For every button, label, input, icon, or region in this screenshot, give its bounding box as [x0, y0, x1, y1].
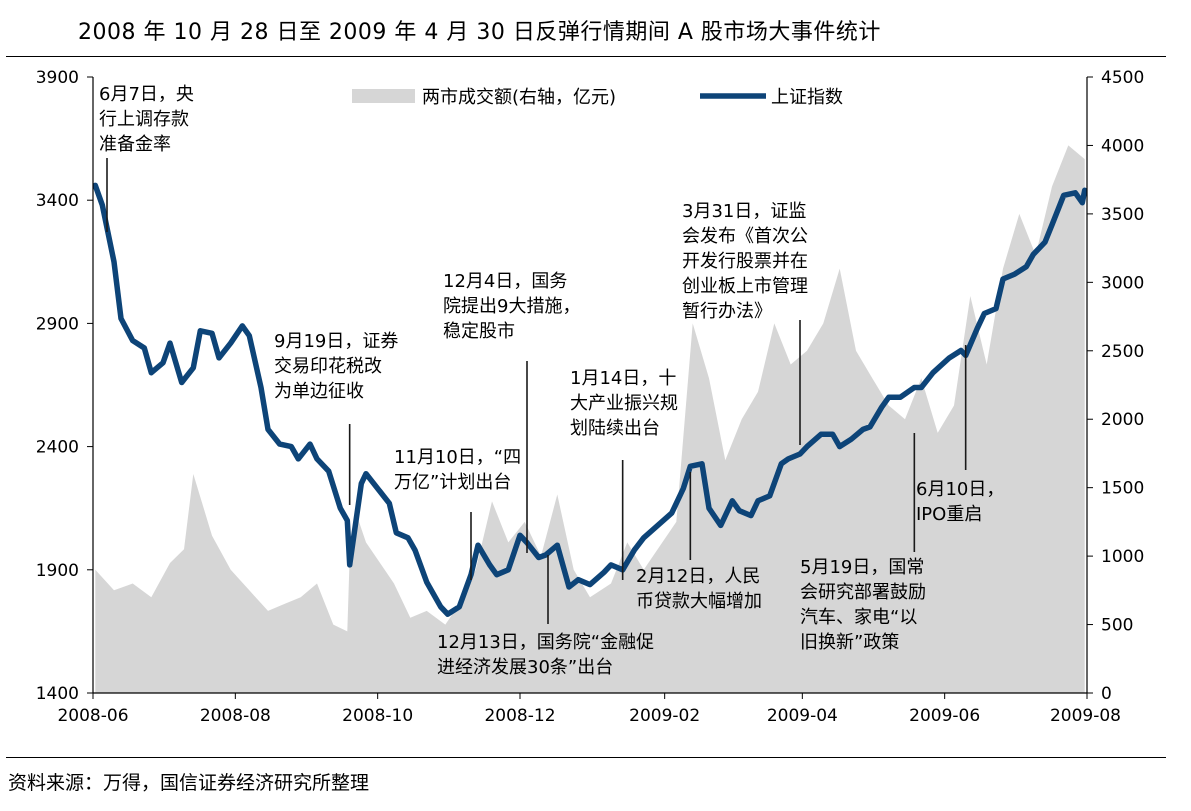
title-divider [6, 56, 1166, 57]
y-left-tick-label: 2400 [36, 438, 79, 458]
y-right-tick-label: 1500 [1101, 479, 1144, 499]
annotation-text: 稳定股市 [443, 321, 515, 342]
x-tick-label: 2008-08 [200, 706, 271, 726]
volume-area [95, 145, 1085, 693]
y-left-tick-label: 1400 [36, 684, 79, 704]
annotation-text: 划陆续出台 [570, 418, 660, 439]
y-right-tick-label: 4000 [1101, 136, 1144, 156]
annotation-text: 会发布《首次公 [682, 226, 808, 247]
annotation-text: 12月13日，国务院“金融促 [437, 632, 654, 653]
annotation-text: 2月12日，人民 [636, 566, 760, 587]
annotation-text: IPO重启 [916, 504, 982, 525]
annotation-text: 1月14日，十 [570, 368, 676, 389]
y-left-tick-label: 3400 [36, 191, 79, 211]
annotation-text: 准备金率 [99, 134, 171, 155]
y-right-tick-label: 3500 [1101, 205, 1144, 225]
annotation-text: 5月19日，国常 [800, 557, 924, 578]
source-note: 资料来源：万得，国信证券经济研究所整理 [8, 772, 370, 794]
legend-swatch-volume [352, 89, 415, 103]
annotation-text: 12月4日，国务 [443, 271, 567, 292]
annotation-text: 行上调存款 [99, 109, 189, 130]
index-line [92, 182, 1088, 617]
source-divider [6, 757, 1166, 758]
x-tick-label: 2009-04 [767, 706, 838, 726]
annotation-text: 创业板上市管理 [682, 276, 808, 297]
annotation-text: 万亿”计划出台 [394, 472, 511, 493]
annotation-text: 进经济发展30条”出台 [437, 657, 613, 678]
annotation: 11月10日，“四万亿”计划出台 [394, 447, 521, 580]
annotation-text: 大产业振兴规 [570, 393, 678, 414]
annotation-text: 3月31日，证监 [682, 201, 806, 222]
y-right-tick-label: 4500 [1101, 68, 1144, 88]
annotation: 6月10日， IPO重启 [916, 345, 1004, 525]
annotation-text: 为单边征收 [274, 381, 364, 402]
x-tick-label: 2008-10 [342, 706, 413, 726]
y-left-tick-label: 2900 [36, 314, 79, 334]
x-tick-label: 2008-12 [484, 706, 555, 726]
annotation-text: 交易印花税改 [274, 356, 382, 377]
annotation-text: 会研究部署鼓励 [800, 582, 926, 603]
y-right-tick-label: 1000 [1101, 547, 1144, 567]
y-right-tick-label: 2000 [1101, 410, 1144, 430]
annotation-text: 6月7日，央 [99, 84, 194, 105]
y-right-tick-label: 3000 [1101, 273, 1144, 293]
y-left-tick-label: 1900 [36, 561, 79, 581]
annotation-text: 旧换新”政策 [800, 632, 899, 653]
annotation-text: 6月10日， [916, 479, 1004, 500]
legend-label-index: 上证指数 [771, 87, 843, 108]
x-tick-label: 2008-06 [57, 706, 128, 726]
legend-label-volume: 两市成交额(右轴，亿元) [422, 87, 616, 108]
annotation-text: 开发行股票并在 [682, 251, 808, 272]
annotation-text: 币贷款大幅增加 [636, 591, 762, 612]
annotation-text: 汽车、家电“以 [800, 607, 917, 628]
y-right-tick-label: 2500 [1101, 342, 1144, 362]
annotation-text: 院提出9大措施， [443, 296, 580, 317]
y-left-tick-label: 3900 [36, 68, 79, 88]
x-tick-label: 2009-02 [629, 706, 700, 726]
x-tick-label: 2009-08 [1050, 706, 1121, 726]
y-right-tick-label: 500 [1101, 616, 1133, 636]
x-tick-label: 2009-06 [909, 706, 980, 726]
y-right-tick-label: 0 [1101, 684, 1112, 704]
annotation-text: 11月10日，“四 [394, 447, 521, 468]
annotation-text: 暂行办法》 [682, 301, 772, 322]
chart-title: 2008 年 10 月 28 日至 2009 年 4 月 30 日反弹行情期间 … [78, 20, 881, 45]
annotation-text: 9月19日，证券 [274, 331, 398, 352]
